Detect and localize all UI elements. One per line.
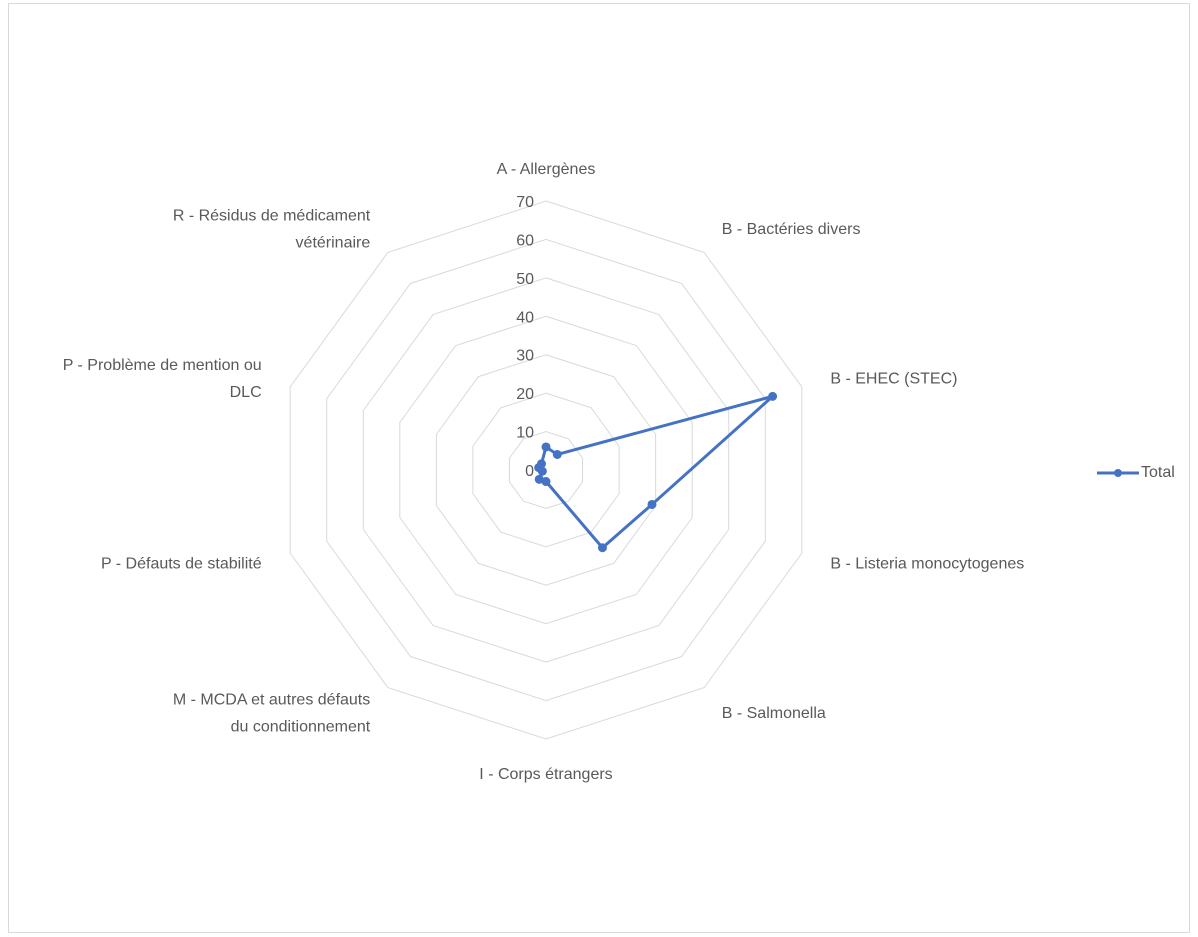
category-label-line: A - Allergènes <box>497 161 596 178</box>
grid-ring-70 <box>289 200 803 740</box>
legend: Total <box>1097 464 1175 482</box>
category-label: B - EHEC (STEC) <box>830 371 957 388</box>
grid-ring-50 <box>362 277 730 663</box>
category-label: B - Listeria monocytogenes <box>830 555 1024 572</box>
tick-label: 20 <box>516 386 534 403</box>
grid-ring-20 <box>472 392 620 548</box>
category-label-line: I - Corps étrangers <box>479 766 612 783</box>
tick-label: 60 <box>516 232 534 249</box>
category-label-line: M - MCDA et autres défauts <box>173 691 370 708</box>
data-point <box>552 449 562 459</box>
category-label: I - Corps étrangers <box>479 766 612 783</box>
tick-label: 30 <box>516 348 534 365</box>
category-label-line: DLC <box>230 384 262 401</box>
data-point <box>647 499 657 509</box>
legend-swatch-total <box>1097 469 1139 477</box>
grid-ring-40 <box>399 315 693 625</box>
tick-label: 70 <box>516 194 534 211</box>
chart-area: 0 10 20 30 40 50 60 70 A - Allergènes B - Bactér… <box>8 3 1190 933</box>
category-label-line: B - EHEC (STEC) <box>830 371 957 388</box>
category-label-line: P - Défauts de stabilité <box>101 555 262 572</box>
category-label-line: P - Problème de mention ou <box>63 357 262 374</box>
tick-label: 50 <box>516 271 534 288</box>
category-label: B - Bactéries divers <box>722 221 861 238</box>
data-point <box>534 474 544 484</box>
radial-axis-ticks: 0 10 20 30 40 50 60 70 <box>516 194 534 480</box>
radar-grid <box>289 200 803 740</box>
category-label-line: B - Salmonella <box>722 705 826 722</box>
series-total <box>534 391 778 553</box>
category-label-line: vétérinaire <box>296 235 371 252</box>
tick-label: 40 <box>516 309 534 326</box>
category-label-line: du conditionnement <box>231 718 371 735</box>
category-label: R - Résidus de médicament vétérinaire <box>173 208 371 252</box>
category-label: P - Problème de mention ou DLC <box>63 357 262 401</box>
grid-ring-60 <box>326 238 766 702</box>
data-point <box>768 391 778 401</box>
category-label: M - MCDA et autres défauts du conditionne… <box>173 691 371 735</box>
data-point <box>597 543 607 553</box>
data-point <box>541 477 551 487</box>
category-label-line: B - Bactéries divers <box>722 221 861 238</box>
grid-ring-10 <box>508 431 584 509</box>
category-label-line: R - Résidus de médicament <box>173 208 371 225</box>
category-label: A - Allergènes <box>497 161 596 178</box>
legend-label-total: Total <box>1141 464 1175 481</box>
category-label: P - Défauts de stabilité <box>101 555 262 572</box>
category-label: B - Salmonella <box>722 705 826 722</box>
category-labels: A - Allergènes B - Bactéries divers B - EH… <box>63 161 1025 783</box>
data-point <box>541 442 551 452</box>
grid-ring-30 <box>435 354 657 586</box>
category-label-line: B - Listeria monocytogenes <box>830 555 1024 572</box>
data-point <box>536 459 546 469</box>
tick-label: 10 <box>516 425 534 442</box>
tick-label: 0 <box>525 463 534 480</box>
radar-chart: 0 10 20 30 40 50 60 70 A - Allergènes B - Bactér… <box>63 161 1025 783</box>
